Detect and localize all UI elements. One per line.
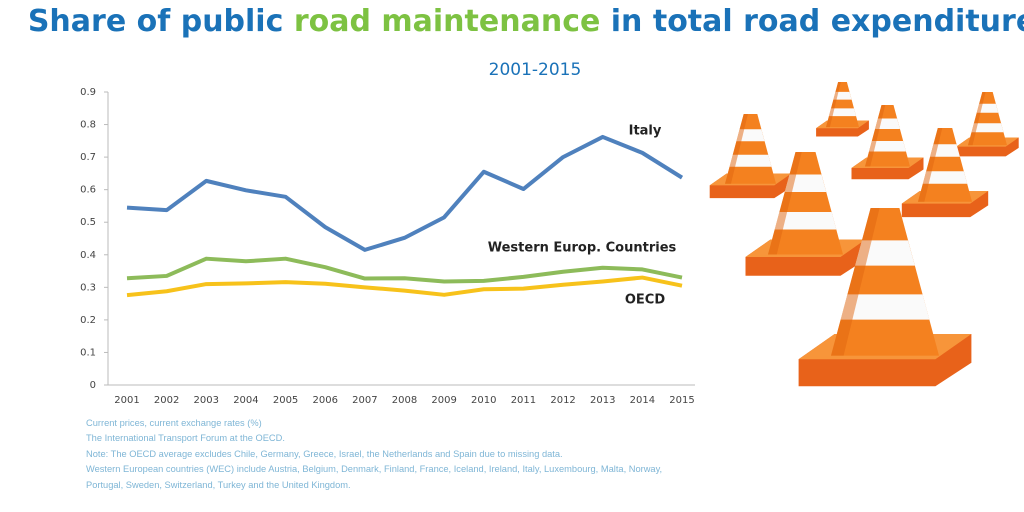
y-tick-label: 0.9: [80, 87, 96, 98]
x-tick-label: 2009: [431, 395, 456, 406]
y-tick-label: 0: [90, 380, 96, 391]
y-tick-label: 0.7: [80, 152, 96, 163]
cone: [956, 92, 1019, 157]
series-line: [126, 275, 683, 298]
cone: [709, 114, 792, 199]
series-label: Italy: [629, 124, 662, 139]
note: Western European countries (WEC) include…: [86, 464, 663, 490]
x-tick-label: 2004: [233, 395, 258, 406]
y-tick-label: 0.1: [80, 347, 96, 358]
title-part: in total road expenditure: [600, 4, 1024, 39]
series-label: OECD: [625, 293, 665, 308]
note: The International Transport Forum at the…: [86, 433, 285, 444]
x-tick-label: 2014: [630, 395, 655, 406]
x-tick-label: 2001: [114, 395, 139, 406]
y-tick-label: 0.4: [80, 250, 96, 261]
cones: [709, 82, 1019, 387]
cone: [851, 105, 924, 180]
x-tick-label: 2011: [511, 395, 536, 406]
x-tick-label: 2003: [194, 395, 219, 406]
notes: Current prices, current exchange rates (…: [86, 416, 671, 493]
x-tick-label: 2007: [352, 395, 377, 406]
x-tick-label: 2005: [273, 395, 298, 406]
chart-subtitle: 2001-2015: [489, 60, 582, 80]
x-tick-label: 2012: [550, 395, 575, 406]
series-label: Western Europ. Countries: [488, 241, 677, 256]
y-tick-label: 0.5: [80, 217, 96, 228]
note: Note: The OECD average excludes Chile, G…: [86, 448, 563, 459]
x-tick-label: 2008: [392, 395, 417, 406]
cone: [816, 82, 869, 137]
y-tick-label: 0.3: [80, 282, 96, 293]
title-part: road maintenance: [294, 4, 601, 39]
title-part: Share of public: [28, 4, 294, 39]
x-tick-label: 2002: [154, 395, 179, 406]
x-tick-label: 2010: [471, 395, 496, 406]
x-tick-label: 2015: [669, 395, 694, 406]
y-tick-label: 0.8: [80, 120, 96, 131]
x-tick-label: 2006: [312, 395, 337, 406]
x-tick-label: 2013: [590, 395, 615, 406]
series-line: [126, 134, 684, 252]
note: Current prices, current exchange rates (…: [86, 418, 262, 428]
chart-title: Share of public road maintenance in tota…: [28, 4, 1024, 39]
series-line: [126, 256, 683, 284]
y-tick-label: 0.2: [80, 315, 96, 326]
y-tick-label: 0.6: [80, 185, 96, 196]
